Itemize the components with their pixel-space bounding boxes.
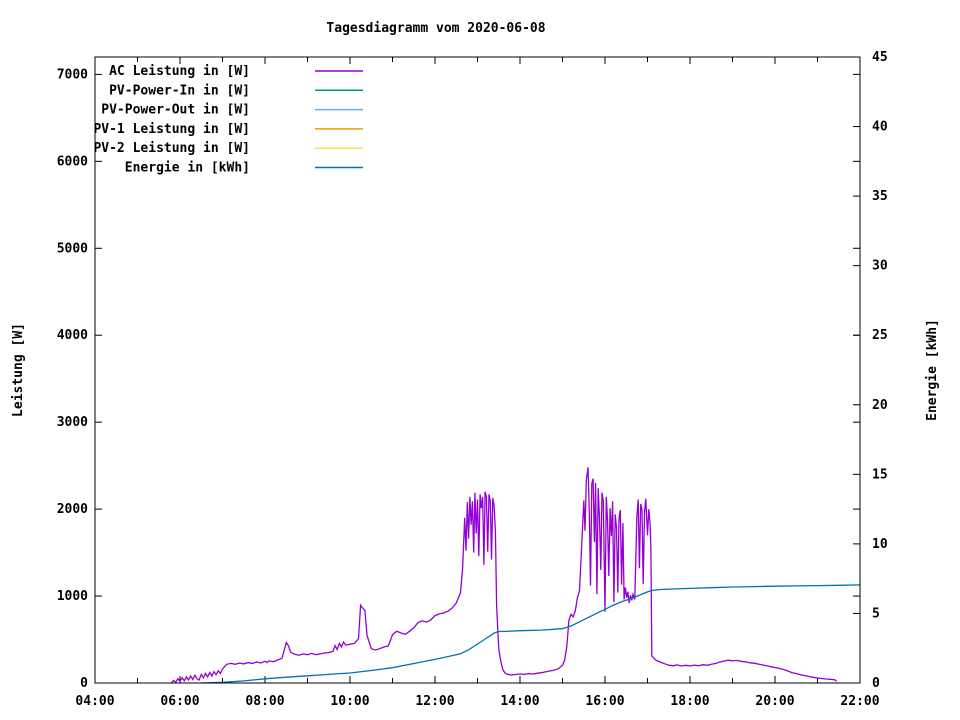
y-right-tick-label: 45 [872,50,888,65]
y-right-tick-label: 25 [872,328,888,343]
y-left-tick-label: 4000 [57,328,88,343]
y-left-tick-label: 5000 [57,241,88,256]
axis-tick-labels: 04:00 06:00 08:00 10:00 12:00 14:00 16:00 18:00… [57,50,888,709]
y-left-tick-label: 2000 [57,502,88,517]
right-axis-title: Energie [kWh] [925,319,940,421]
y-left-tick-label: 3000 [57,415,88,430]
y-left-tick-label: 0 [80,676,88,691]
y-left-tick-label: 7000 [57,67,88,82]
legend-label: PV-2 Leistung in [W] [93,141,250,156]
legend-label: PV-Power-In in [W] [109,83,250,98]
y-right-tick-label: 15 [872,467,888,482]
y-right-tick-label: 5 [872,606,880,621]
plot-border [94,56,861,684]
legend: AC Leistung in [W] PV-Power-In in [W] PV-P… [93,64,363,176]
legend-label: AC Leistung in [W] [109,64,250,79]
y-left-tick-label: 1000 [57,589,88,604]
y-right-tick-label: 35 [872,189,888,204]
legend-label: PV-Power-Out in [W] [101,103,250,118]
x-tick-label: 16:00 [585,694,624,709]
y-right-tick-label: 40 [872,120,888,135]
legend-label: PV-1 Leistung in [W] [93,122,250,137]
left-axis-title: Leistung [W] [11,323,26,417]
x-tick-label: 10:00 [330,694,369,709]
x-tick-label: 22:00 [840,694,879,709]
y-left-tick-label: 6000 [57,154,88,169]
series-line-energie-in-kwh- [201,584,861,684]
y-right-tick-label: 10 [872,537,888,552]
legend-label: Energie in [kWh] [125,161,250,176]
x-tick-label: 12:00 [415,694,454,709]
y-right-tick-label: 0 [872,676,880,691]
y-right-tick-label: 20 [872,398,888,413]
x-tick-label: 08:00 [245,694,284,709]
x-tick-label: 06:00 [160,694,199,709]
y-right-tick-label: 30 [872,259,888,274]
series-line-ac-leistung-in-w- [170,467,837,684]
x-tick-label: 14:00 [500,694,539,709]
x-tick-label: 18:00 [670,694,709,709]
x-tick-label: 04:00 [75,694,114,709]
x-tick-label: 20:00 [755,694,794,709]
plot-series [170,467,861,684]
chart-title: Tagesdiagramm vom 2020-06-08 [326,21,545,36]
